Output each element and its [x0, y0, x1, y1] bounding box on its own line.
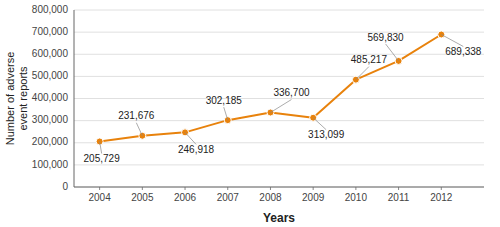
line	[100, 34, 442, 141]
label-leader	[136, 123, 142, 136]
y-tick-label: 100,000	[32, 159, 69, 170]
x-axis-line	[74, 187, 484, 188]
y-tick-label: 800,000	[32, 4, 69, 15]
grid-line	[74, 32, 484, 33]
label-leader	[270, 100, 291, 113]
label-leader	[224, 107, 228, 120]
grid-line	[74, 142, 484, 143]
x-tick-label: 2005	[131, 192, 154, 203]
y-tick-label: 0	[62, 181, 68, 192]
x-tick-label: 2004	[89, 192, 112, 203]
y-tick-label: 600,000	[32, 48, 69, 59]
y-tick-label: 700,000	[32, 26, 69, 37]
x-tick-label: 2008	[259, 192, 282, 203]
chart: 0 100,000 200,000 300,000 400,000 500,000 600,…	[0, 0, 500, 227]
y-tick-label: 500,000	[32, 70, 69, 81]
grid-line	[74, 10, 484, 11]
data-label: 313,099	[308, 129, 345, 140]
label-leader	[386, 44, 399, 61]
grid-line	[74, 187, 484, 188]
y-axis-line	[74, 10, 75, 187]
x-tick-label: 2011	[388, 192, 410, 203]
data-label: 231,676	[118, 110, 155, 121]
data-label: 689,338	[445, 46, 482, 57]
data-label: 569,830	[368, 32, 405, 43]
label-leader	[100, 141, 102, 153]
x-tick-label: 2010	[345, 192, 368, 203]
label-leader	[185, 132, 196, 144]
x-tick-label: 2009	[302, 192, 325, 203]
label-leader	[441, 34, 463, 46]
x-tick-label: 2007	[217, 192, 240, 203]
y-axis-label-line: Number of adverse	[4, 52, 16, 146]
label-leader	[313, 118, 326, 130]
grid-line	[74, 76, 484, 77]
data-label: 336,700	[273, 87, 310, 98]
x-tick-label: 2012	[430, 192, 453, 203]
y-tick-label: 300,000	[32, 114, 69, 125]
x-axis-label: Years	[263, 211, 295, 225]
y-tick-label: 400,000	[32, 92, 69, 103]
grid	[74, 10, 484, 187]
data-label: 205,729	[84, 153, 121, 164]
y-tick-label: 200,000	[32, 136, 69, 147]
y-axis-label-line: event reports	[17, 66, 29, 131]
label-leader	[356, 67, 369, 80]
data-labels: 205,729 231,676 246,918 302,185 336,700 313,0…	[84, 32, 482, 165]
series	[96, 31, 445, 145]
data-label: 485,217	[351, 54, 388, 65]
grid-line	[74, 54, 484, 55]
data-label: 246,918	[178, 144, 215, 155]
y-axis-label: Number of adverseevent reports	[4, 52, 29, 146]
data-label: 302,185	[206, 95, 243, 106]
x-tick-label: 2006	[174, 192, 197, 203]
grid-line	[74, 164, 484, 165]
